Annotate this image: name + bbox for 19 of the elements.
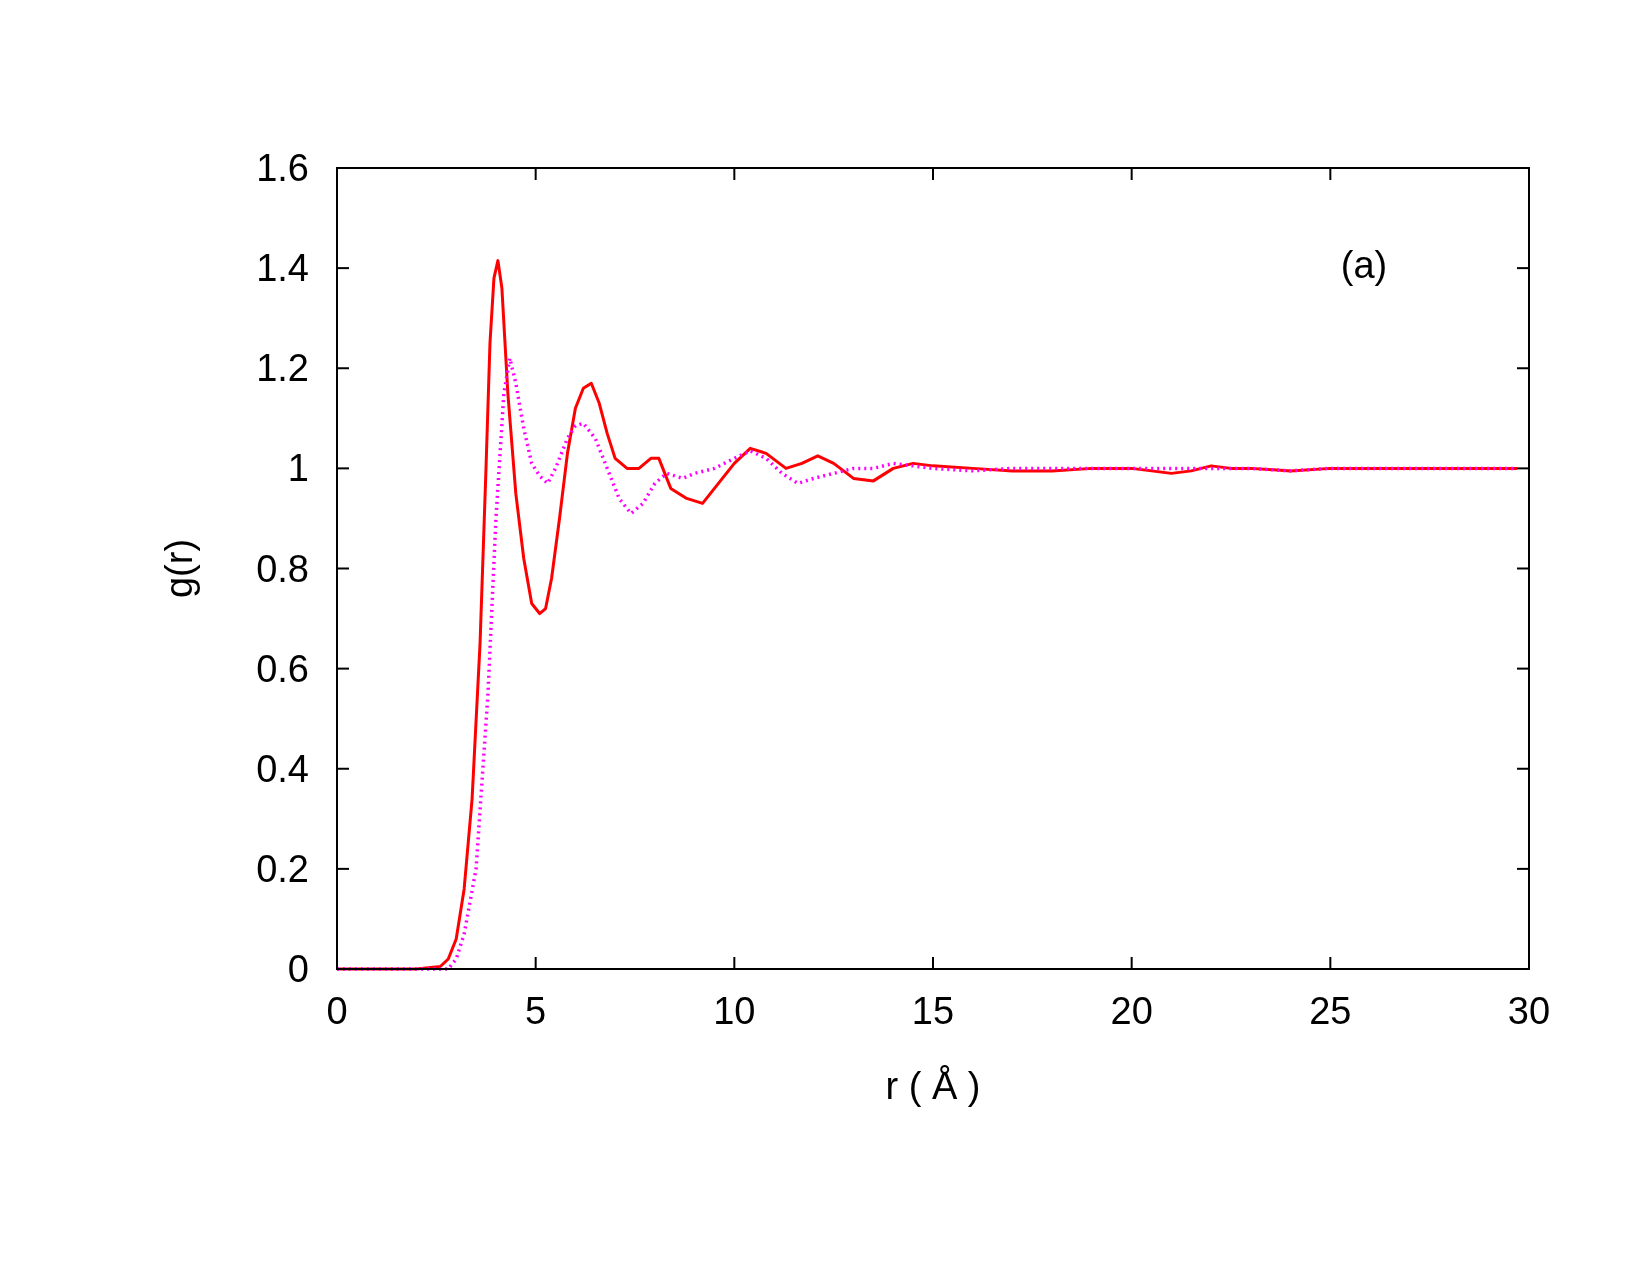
x-tick-label: 15 <box>911 990 955 1032</box>
y-tick-label: 0.8 <box>256 547 309 590</box>
annotation: (a) <box>1340 244 1388 286</box>
y-tick-label: 1.6 <box>256 147 309 189</box>
x-tick-label: 5 <box>525 990 547 1032</box>
y-axis-title: g(r) <box>158 538 200 599</box>
y-tick-label: 1.4 <box>256 247 309 290</box>
x-tick-label: 0 <box>326 990 348 1032</box>
x-axis-title: r ( Å ) <box>885 1064 981 1107</box>
x-tick-label: 25 <box>1309 990 1352 1032</box>
y-tick-label: 0.6 <box>256 647 309 690</box>
x-tick-label: 10 <box>713 990 756 1032</box>
y-tick-label: 0 <box>287 948 309 990</box>
y-tick-label: 1.2 <box>256 347 309 390</box>
y-tick-label: 0.4 <box>256 747 309 790</box>
y-tick-label: 1 <box>287 447 309 490</box>
x-tick-label: 30 <box>1507 990 1551 1032</box>
x-tick-label: 20 <box>1110 990 1153 1032</box>
y-tick-label: 0.2 <box>256 847 309 890</box>
